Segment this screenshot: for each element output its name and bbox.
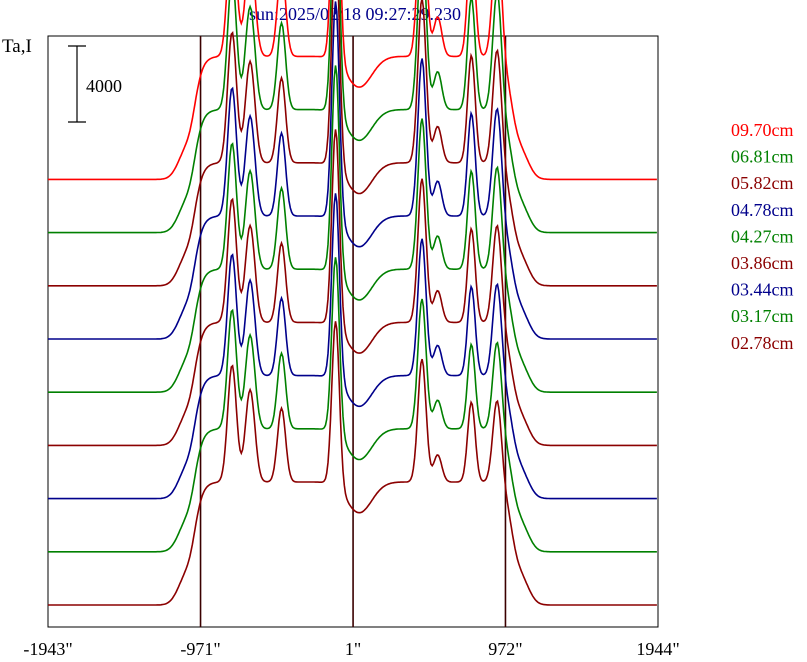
series-line-03-17cm [48,257,657,553]
series-line-04-27cm [48,65,657,393]
x-tick-label: 1944" [636,639,679,659]
chart-title: sun:2025/02/18 09:27:29.230 [249,4,461,24]
vertical-markers [199,36,507,627]
legend-entry: 03.17cm [731,306,794,326]
legend-entry: 03.86cm [731,253,794,273]
legend-entry: 09.70cm [731,120,794,140]
x-tick-label: -1943" [23,639,72,659]
spectra-curves [48,0,657,606]
legend-entry: 05.82cm [731,173,794,193]
series-line-02-78cm [48,321,657,606]
legend-entry: 06.81cm [731,147,794,167]
x-tick-labels: -1943" -971" 1" 972" 1944" [23,639,679,659]
series-line-09-70cm [48,0,657,181]
y-axis-label: Ta,I [2,36,32,57]
series-line-03-86cm [48,129,657,447]
legend: 09.70cm 06.81cm 05.82cm 04.78cm 04.27cm 03.86… [731,120,794,353]
x-tick-label: 972" [488,639,522,659]
x-tick-label: -971" [180,639,220,659]
series-line-04-78cm [48,1,657,340]
scale-bar: 4000 [68,45,122,123]
series-line-05-82cm [48,0,657,287]
legend-entry: 04.78cm [731,200,794,220]
legend-entry: 02.78cm [731,333,794,353]
scale-bar-label: 4000 [86,76,122,96]
legend-entry: 03.44cm [731,280,794,300]
series-line-06-81cm [48,0,657,234]
x-tick-label: 1" [345,639,361,659]
series-line-03-44cm [48,193,657,500]
legend-entry: 04.27cm [731,226,794,246]
